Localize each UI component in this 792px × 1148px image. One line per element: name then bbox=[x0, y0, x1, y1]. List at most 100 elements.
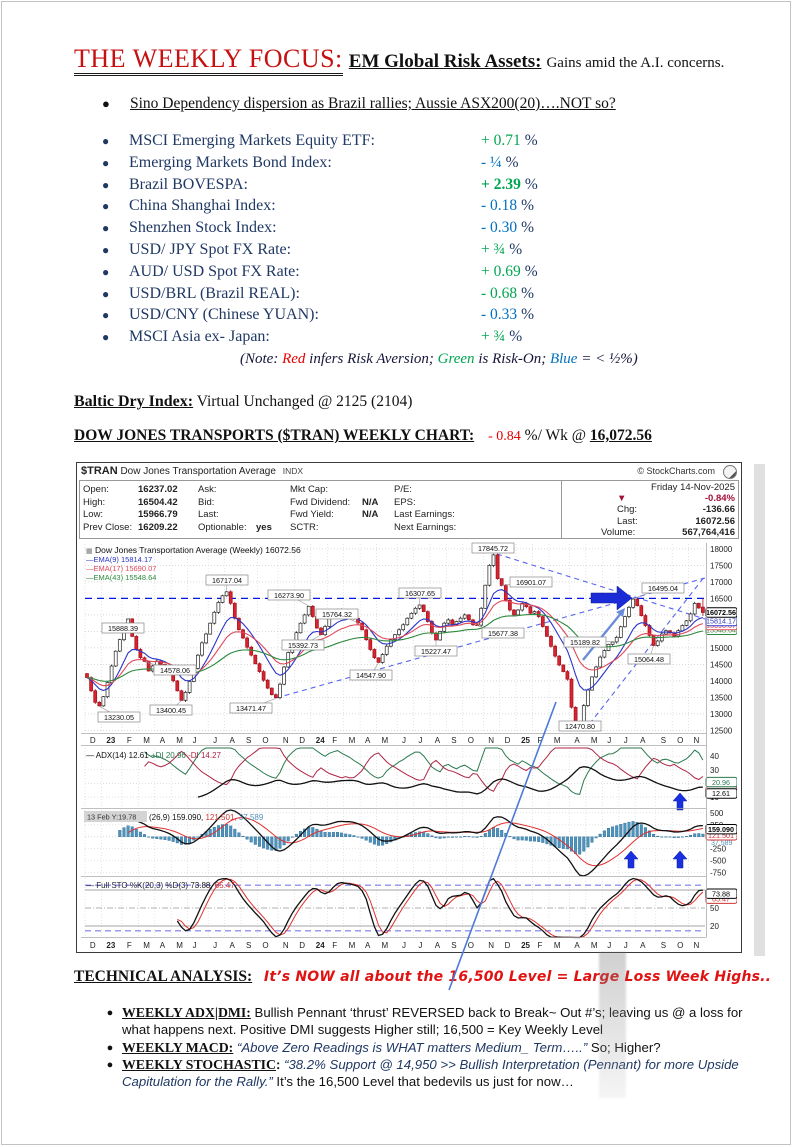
quote-label: Open: bbox=[83, 484, 138, 497]
svg-text:O: O bbox=[677, 941, 683, 950]
quote-value bbox=[480, 497, 508, 510]
em-item-value: + ¾ bbox=[481, 241, 505, 259]
bullet-icon: ● bbox=[102, 221, 129, 236]
svg-text:N: N bbox=[283, 941, 289, 950]
note-suffix: = < ½%) bbox=[577, 351, 637, 367]
svg-text:24: 24 bbox=[316, 736, 325, 745]
tech-bullet-quote: “Above Zero Readings is WHAT matters Med… bbox=[233, 1040, 587, 1055]
svg-text:S: S bbox=[661, 736, 666, 745]
chg-label: Chg: bbox=[617, 504, 637, 515]
em-item-pct: % bbox=[521, 285, 534, 303]
note-mid2: is Risk-On; bbox=[475, 351, 550, 367]
svg-text:16717.04: 16717.04 bbox=[212, 576, 242, 585]
svg-text:A: A bbox=[230, 736, 236, 745]
quote-value: 16209.22 bbox=[138, 522, 198, 535]
last-label: Last: bbox=[617, 516, 638, 527]
em-item-pct: % bbox=[509, 241, 522, 259]
bullet-icon: ● bbox=[102, 330, 129, 345]
svg-text:F: F bbox=[127, 736, 132, 745]
svg-text:15814.17: 15814.17 bbox=[706, 617, 736, 626]
bullet-icon: ● bbox=[102, 265, 129, 280]
scan-artifact-bottom bbox=[599, 952, 626, 1098]
svg-text:15392.73: 15392.73 bbox=[288, 641, 318, 650]
svg-text:16901.07: 16901.07 bbox=[516, 578, 546, 587]
svg-text:O: O bbox=[468, 941, 474, 950]
svg-text:F: F bbox=[332, 941, 337, 950]
baltic-value: Virtual Unchanged @ 2125 (2104) bbox=[193, 393, 412, 410]
svg-text:F: F bbox=[127, 941, 132, 950]
chart-symbol: $TRAN bbox=[81, 465, 118, 477]
svg-text:J: J bbox=[402, 941, 406, 950]
quote-value: yes bbox=[256, 522, 290, 535]
quote-value bbox=[480, 522, 508, 535]
em-item-label: Brazil BOVESPA: bbox=[129, 176, 481, 194]
quote-value: 15966.79 bbox=[138, 509, 198, 522]
bullet-icon: ● bbox=[102, 156, 129, 171]
baltic-dry-line: Baltic Dry Index: Virtual Unchanged @ 21… bbox=[74, 393, 412, 411]
svg-text:13 Feb Y:19.78: 13 Feb Y:19.78 bbox=[87, 813, 136, 822]
em-item-pct: % bbox=[506, 154, 519, 172]
svg-text:A: A bbox=[160, 941, 166, 950]
em-item-label: Emerging Markets Bond Index: bbox=[129, 154, 481, 172]
quote-value bbox=[256, 509, 290, 522]
em-item-value: + ¾ bbox=[481, 328, 505, 346]
svg-text:25: 25 bbox=[521, 941, 530, 950]
svg-text:18000: 18000 bbox=[710, 545, 733, 554]
last-value: 16072.56 bbox=[695, 516, 735, 527]
svg-text:17500: 17500 bbox=[710, 561, 733, 570]
em-list-item: ●China Shanghai Index:- 0.18% bbox=[102, 197, 702, 219]
em-list-item: ●MSCI Asia ex- Japan:+ ¾% bbox=[102, 328, 702, 350]
svg-text:D: D bbox=[505, 736, 511, 745]
em-list-item: ●Brazil BOVESPA:+ 2.39% bbox=[102, 176, 702, 198]
svg-text:A: A bbox=[230, 941, 236, 950]
quote-label: Last Earnings: bbox=[394, 509, 480, 522]
svg-text:23: 23 bbox=[106, 736, 115, 745]
chart-quote-summary: Friday 14-Nov-2025 ▼-0.84% Chg:-136.66 L… bbox=[565, 482, 735, 538]
tech-bullet-text: It’s the 16,500 Level that bedevils us j… bbox=[273, 1074, 574, 1089]
svg-text:O: O bbox=[468, 736, 474, 745]
svg-text:J: J bbox=[418, 736, 422, 745]
svg-text:N: N bbox=[694, 941, 700, 950]
tech-bullet-label: WEEKLY STOCHASTIC bbox=[122, 1057, 276, 1072]
svg-text:20: 20 bbox=[710, 922, 719, 931]
volume-label: Volume: bbox=[601, 527, 635, 538]
svg-text:37.589: 37.589 bbox=[711, 840, 733, 847]
svg-text:73.88: 73.88 bbox=[712, 889, 730, 898]
chart-pct-change: -0.84% bbox=[705, 493, 735, 504]
svg-text:F: F bbox=[538, 736, 543, 745]
em-list-item: ●Emerging Markets Bond Index:- ¼% bbox=[102, 154, 702, 176]
svg-text:25: 25 bbox=[521, 736, 530, 745]
chart-title-bar: $TRAN Dow Jones Transportation Average I… bbox=[77, 463, 741, 480]
tech-bullet: ●WEEKLY ADX|DMI: Bullish Pennant ‘thrust… bbox=[98, 1005, 746, 1039]
technical-analysis-header: TECHNICAL ANALYSIS: It’s NOW all about t… bbox=[74, 968, 771, 986]
em-list-item: ●AUD/ USD Spot FX Rate:+ 0.69% bbox=[102, 263, 702, 285]
svg-text:M: M bbox=[349, 736, 356, 745]
quote-value bbox=[362, 484, 394, 497]
quote-label: Last: bbox=[198, 509, 256, 522]
svg-text:M: M bbox=[349, 941, 356, 950]
svg-text:(26,9) 159.090, 121.501, 37.58: (26,9) 159.090, 121.501, 37.589 bbox=[149, 813, 264, 822]
quote-value bbox=[256, 497, 290, 510]
em-item-value: + 2.39 bbox=[481, 176, 521, 194]
svg-text:▦: ▦ bbox=[86, 548, 93, 555]
quote-label: Fwd Yield: bbox=[290, 509, 362, 522]
quote-label: Bid: bbox=[198, 497, 256, 510]
svg-text:24: 24 bbox=[316, 941, 325, 950]
svg-text:N: N bbox=[283, 736, 289, 745]
svg-text:A: A bbox=[365, 941, 371, 950]
tech-bullet-label: WEEKLY ADX|DMI: bbox=[122, 1005, 251, 1020]
svg-text:Dow Jones Transportation Avera: Dow Jones Transportation Average (Weekly… bbox=[95, 545, 301, 555]
chart-name: Dow Jones Transportation Average bbox=[120, 466, 275, 477]
em-item-value: + 0.71 bbox=[481, 132, 521, 150]
quote-value: 16237.02 bbox=[138, 484, 198, 497]
stockcharts-credit: © StockCharts.com bbox=[637, 466, 715, 476]
svg-text:A: A bbox=[435, 736, 441, 745]
svg-text:O: O bbox=[262, 941, 268, 950]
svg-text:40: 40 bbox=[710, 752, 719, 761]
note-mid1: infers Risk Aversion; bbox=[305, 351, 437, 367]
em-item-pct: % bbox=[525, 132, 538, 150]
svg-text:13400.45: 13400.45 bbox=[156, 706, 186, 715]
stockcharts-chart: $TRAN Dow Jones Transportation Average I… bbox=[76, 462, 742, 953]
svg-text:J: J bbox=[213, 941, 217, 950]
